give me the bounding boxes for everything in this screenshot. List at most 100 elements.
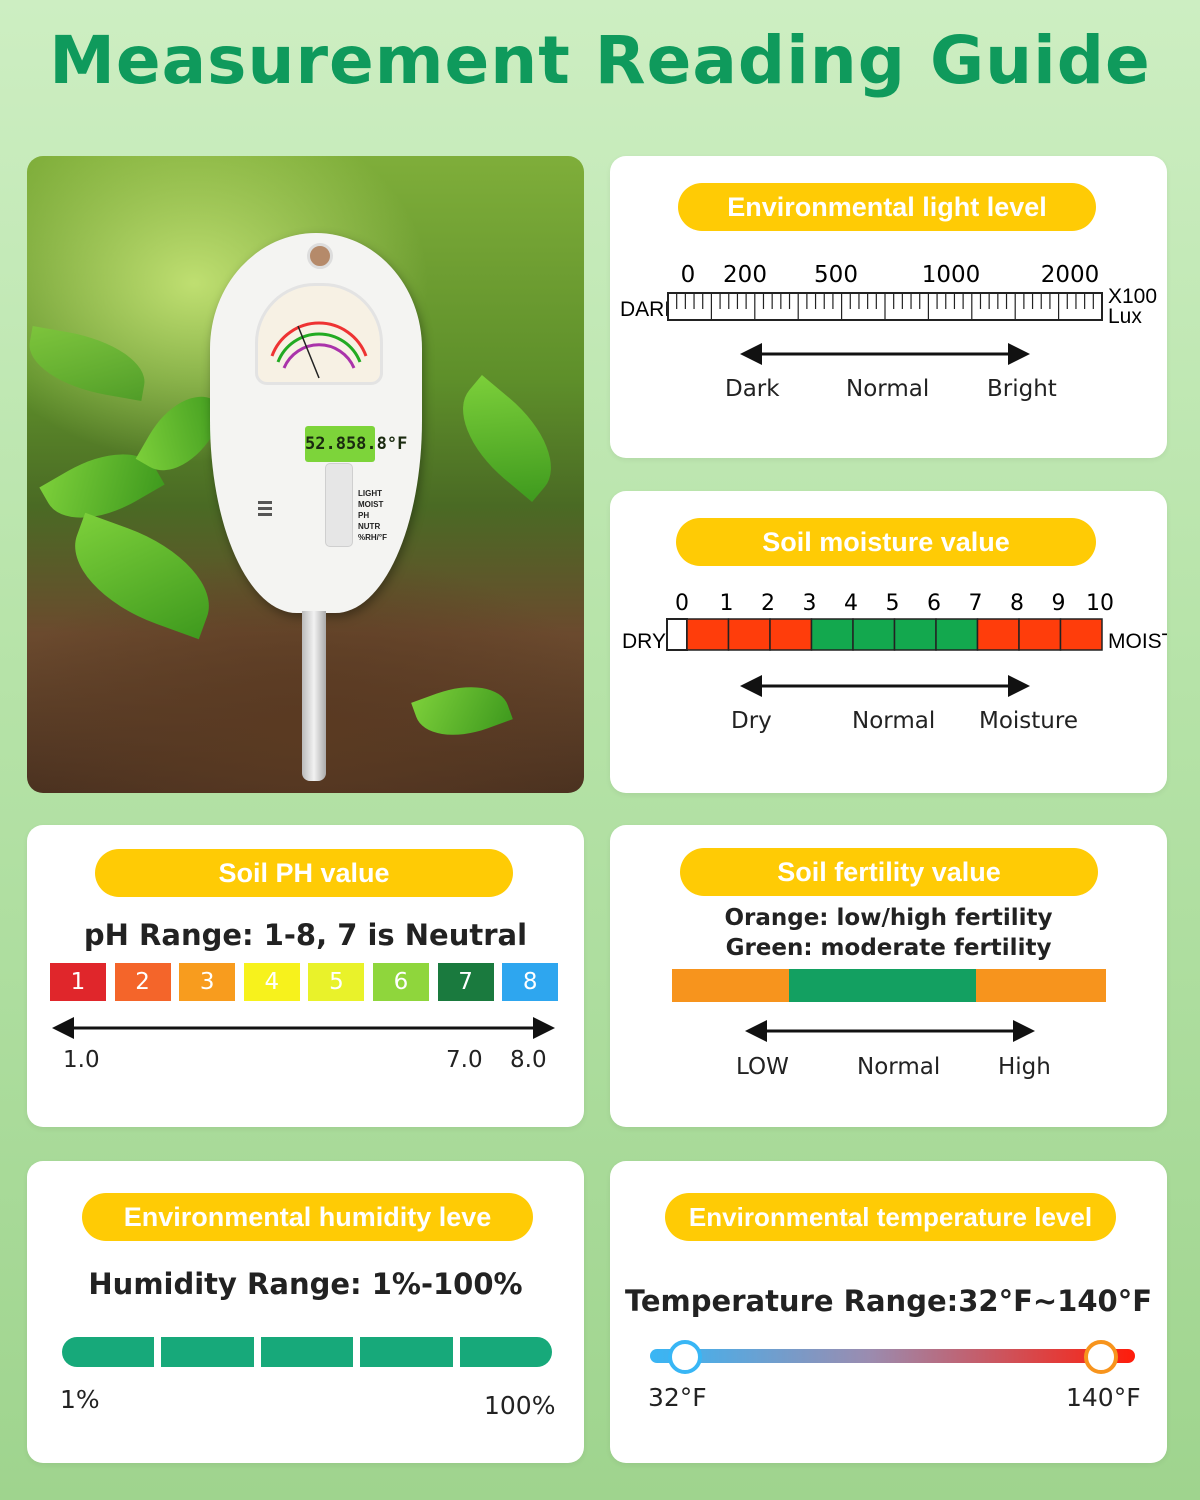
page-title: Measurement Reading Guide [49, 22, 1151, 99]
ph-box-2: 2 [114, 963, 171, 1001]
moisture-tick-label: 8 [1010, 591, 1024, 616]
moisture-scale: 0 1 2 3 4 5 6 7 8 9 10 DRY MOIST [622, 591, 1167, 653]
humidity-segment [459, 1337, 553, 1367]
mode-label: %RH/°F [358, 533, 387, 542]
soil-meter-device: 52.858.8°F LIGHT MOIST PH NUTR %RH/°F [210, 233, 422, 613]
fertility-bar [672, 969, 1106, 1002]
leaf-shape [440, 375, 574, 502]
humidity-segment [62, 1337, 155, 1367]
moisture-segment [810, 618, 854, 651]
temperature-title: Environmental temperature level [665, 1193, 1116, 1241]
tick-label: 1000 [922, 262, 981, 288]
moisture-tick-label: 10 [1086, 591, 1114, 616]
vent-icon [258, 501, 272, 504]
moisture-tick-label: 5 [886, 591, 900, 616]
ph-box-6: 6 [373, 963, 429, 1001]
humidity-segment [161, 1337, 254, 1367]
product-photo: 52.858.8°F LIGHT MOIST PH NUTR %RH/°F [27, 156, 584, 793]
temperature-max-label: 140°F [1066, 1383, 1141, 1412]
mode-label: LIGHT [358, 489, 382, 498]
humidity-min-label: 1% [60, 1385, 100, 1414]
ph-arrow [52, 1017, 555, 1039]
arrow-label-high: High [998, 1054, 1051, 1080]
unit-label: Lux [1108, 305, 1142, 328]
leaf-shape [411, 672, 513, 750]
ph-range-text: pH Range: 1-8, 7 is Neutral [83, 918, 528, 952]
fertility-low-segment [672, 969, 789, 1002]
humidity-card: Environmental humidity leve Humidity Ran… [27, 1161, 584, 1463]
fertility-legend-green: Green: moderate fertility [725, 935, 1052, 961]
ph-title: Soil PH value [95, 849, 513, 897]
mode-labels: LIGHT MOIST PH NUTR %RH/°F [358, 488, 387, 543]
mode-label: NUTR [358, 522, 381, 531]
moisture-segment [1018, 618, 1062, 651]
moisture-segment [935, 618, 979, 651]
moisture-tick-label: 0 [675, 591, 689, 616]
light-card: Environmental light level 0 200 500 1000… [610, 156, 1167, 458]
humidity-segment [360, 1337, 453, 1367]
unit-label: X100 [1108, 285, 1157, 308]
light-sensor-icon [307, 243, 333, 269]
analog-dial [255, 283, 383, 385]
moisture-tick-label: 1 [720, 591, 734, 616]
arrow-label-low: LOW [736, 1054, 789, 1080]
light-title: Environmental light level [678, 183, 1096, 231]
moisture-segment [686, 618, 730, 651]
leaf-shape [27, 325, 151, 402]
moisture-tick-label: 3 [803, 591, 817, 616]
fertility-arrow [745, 1020, 1035, 1042]
humidity-range-text: Humidity Range: 1%-100% [88, 1267, 523, 1301]
temperature-max-marker [1084, 1340, 1118, 1374]
humidity-bar [62, 1337, 553, 1367]
ph-card: Soil PH value pH Range: 1-8, 7 is Neutra… [27, 825, 584, 1127]
moisture-segment [976, 618, 1020, 651]
tick-label: 200 [723, 262, 767, 288]
ph-box-7: 7 [437, 963, 494, 1001]
humidity-max-label: 100% [484, 1391, 556, 1420]
leaf-shape [57, 512, 227, 640]
moisture-tick-label: 4 [844, 591, 858, 616]
arrow-label-moisture: Moisture [979, 708, 1078, 734]
mode-label: MOIST [358, 500, 384, 509]
temperature-gradient-bar [650, 1349, 1135, 1363]
moisture-tick-label: 9 [1052, 591, 1066, 616]
moisture-card: Soil moisture value 0 1 2 3 4 5 6 7 8 9 10 DRY MOI… [610, 491, 1167, 793]
arrow-label-bright: Bright [987, 376, 1057, 402]
temperature-card: Environmental temperature level Temperat… [610, 1161, 1167, 1463]
mode-switch [325, 463, 353, 547]
fertility-card: Soil fertility value Orange: low/high fe… [610, 825, 1167, 1127]
arrow-label-dark: Dark [725, 376, 780, 402]
temperature-range-text: Temperature Range:32°F~140°F [624, 1284, 1153, 1318]
light-arrow [740, 343, 1030, 365]
moisture-segment [1059, 618, 1103, 651]
light-scale: 0 200 500 1000 2000 DARK X100 Lux [620, 262, 1157, 328]
arrow-label-normal: Normal [846, 376, 930, 402]
tick-label: 0 [681, 262, 696, 288]
tick-label: 500 [814, 262, 858, 288]
ph-box-1: 1 [50, 963, 106, 1001]
dark-label: DARK [620, 298, 678, 321]
tick-label: 2000 [1041, 262, 1100, 288]
temperature-min-label: 32°F [648, 1383, 707, 1412]
moisture-segment [893, 618, 937, 651]
moisture-tick-label: 6 [927, 591, 941, 616]
arrow-label-normal: Normal [852, 708, 936, 734]
ph-box-4: 4 [243, 963, 300, 1001]
lcd-display: 52.858.8°F [305, 426, 407, 462]
arrow-label-dry: Dry [731, 708, 772, 734]
humidity-segment [260, 1337, 354, 1367]
fertility-moderate-segment [789, 969, 976, 1002]
ph-label-max: 8.0 [510, 1047, 547, 1073]
probe [302, 611, 326, 781]
fertility-high-segment [976, 969, 1106, 1002]
humidity-title: Environmental humidity leve [82, 1193, 533, 1241]
ph-box-3: 3 [179, 963, 236, 1001]
temperature-min-marker [668, 1340, 702, 1374]
moisture-segment [852, 618, 896, 651]
moisture-segment [727, 618, 771, 651]
ph-box-8: 8 [502, 963, 559, 1001]
moisture-tick-label: 7 [969, 591, 983, 616]
mode-label: PH [358, 511, 370, 520]
moist-label: MOIST [1108, 630, 1167, 653]
